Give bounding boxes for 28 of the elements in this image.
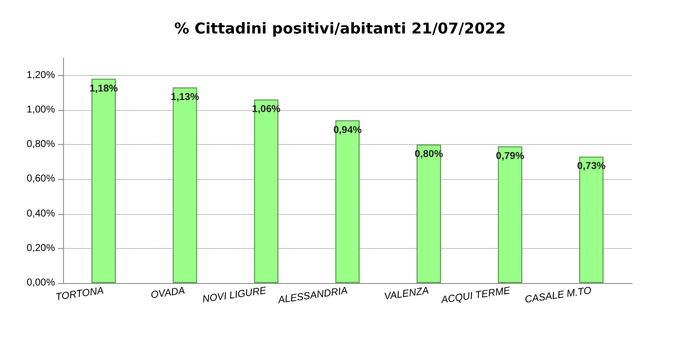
bar <box>498 146 522 283</box>
x-tick-label: ACQUI TERME <box>440 286 512 306</box>
x-tick-label: CASALE M.TO <box>524 286 592 306</box>
data-label: 1,06% <box>252 104 280 116</box>
x-tick-label: TORTONA <box>55 286 105 304</box>
data-label: 1,18% <box>89 83 118 94</box>
x-tick-label: VALENZA <box>384 286 430 303</box>
bar <box>91 78 116 283</box>
y-tick-label: 0,40% <box>26 208 56 220</box>
bar <box>579 156 604 283</box>
x-tick-label: OVADA <box>150 286 186 302</box>
y-tick-label: 0,80% <box>26 139 56 150</box>
x-tick-label: NOVI LIGURE <box>202 286 268 306</box>
data-label: 0,80% <box>414 149 444 160</box>
y-tick-label: 0,20% <box>26 242 56 254</box>
data-label: 0,79% <box>496 150 524 162</box>
y-tick-label: 0,00% <box>26 278 56 288</box>
data-label: 0,73% <box>577 161 606 172</box>
bar <box>254 100 278 283</box>
chart-title: % Cittadini positivi/abitanti 21/07/2022 <box>174 20 506 38</box>
data-label: 1,13% <box>170 92 200 103</box>
y-tick-label: 0,60% <box>26 174 56 185</box>
y-tick-label: 1,20% <box>26 70 56 81</box>
bar <box>416 144 441 283</box>
y-tick-label: 1,00% <box>26 104 56 116</box>
bar <box>335 120 360 283</box>
bar <box>172 87 198 283</box>
data-label: 0,94% <box>333 124 362 136</box>
